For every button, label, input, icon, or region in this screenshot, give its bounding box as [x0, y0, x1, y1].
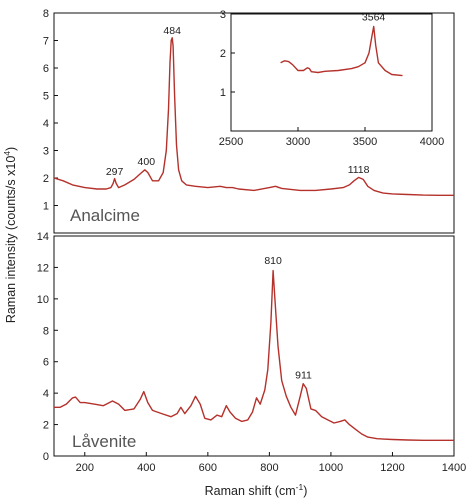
- inset-x-tick-label-3000: 3000: [286, 136, 310, 148]
- lavenite-y-tick-label-14: 14: [37, 231, 49, 243]
- lavenite-peak-label-810: 810: [264, 255, 282, 267]
- inset-x-tick-label-3500: 3500: [353, 136, 377, 148]
- lavenite-y-tick-label-10: 10: [37, 294, 49, 306]
- inset-peak-label-3564: 3564: [362, 12, 386, 24]
- analcime-y-tick-label-2: 2: [43, 173, 49, 185]
- spectra-lines-layer: [53, 25, 454, 441]
- lavenite-y-tick-label-4: 4: [43, 388, 49, 400]
- inset-y-tick-label-2: 2: [220, 48, 226, 60]
- analcime-y-tick-label-8: 8: [43, 8, 49, 20]
- inset-y-tick-label-3: 3: [220, 9, 226, 21]
- inset-spectrum-line: [280, 25, 403, 77]
- analcime-spectrum-line: [53, 37, 454, 197]
- x-tick-label-1200: 1200: [380, 462, 404, 474]
- analcime-y-tick-label-7: 7: [43, 36, 49, 48]
- x-tick-label-1000: 1000: [319, 462, 343, 474]
- lavenite-label: Låvenite: [72, 432, 136, 451]
- lavenite-y-tick-label-6: 6: [43, 357, 49, 369]
- analcime-y-tick-label-6: 6: [43, 63, 49, 75]
- x-axis-title: Raman shift (cm-1): [205, 482, 308, 498]
- y-axis-title: Raman intensity (counts/s x104): [2, 147, 18, 323]
- lavenite-spectrum-line: [54, 269, 454, 441]
- axis-ticks-layer: [54, 12, 455, 457]
- lavenite-y-tick-label-2: 2: [43, 420, 49, 432]
- analcime-y-tick-label-3: 3: [43, 146, 49, 158]
- lavenite-panel-frame: [53, 235, 455, 457]
- lavenite-peak-label-911: 911: [295, 370, 312, 382]
- x-tick-label-600: 600: [199, 462, 217, 474]
- lavenite-y-tick-label-8: 8: [43, 325, 49, 337]
- analcime-y-tick-label-5: 5: [43, 91, 49, 103]
- x-tick-label-400: 400: [137, 462, 155, 474]
- inset-x-tick-label-4000: 4000: [420, 136, 444, 148]
- inset-y-tick-label-1: 1: [220, 87, 226, 99]
- lavenite-y-tick-label-0: 0: [43, 451, 49, 463]
- lavenite-y-tick-label-12: 12: [37, 262, 49, 274]
- analcime-label: Analcime: [70, 206, 140, 225]
- analcime-y-tick-label-4: 4: [43, 118, 49, 130]
- analcime-y-tick-label-1: 1: [43, 201, 49, 213]
- analcime-peak-label-400: 400: [138, 156, 156, 168]
- x-tick-label-800: 800: [260, 462, 278, 474]
- analcime-peak-label-1118: 1118: [348, 164, 370, 176]
- x-tick-label-200: 200: [76, 462, 94, 474]
- x-tick-label-1400: 1400: [442, 462, 466, 474]
- inset-x-tick-label-2500: 2500: [219, 136, 243, 148]
- inset-plot-frame: [230, 13, 433, 132]
- analcime-peak-label-297: 297: [106, 166, 124, 178]
- analcime-peak-label-484: 484: [163, 25, 181, 37]
